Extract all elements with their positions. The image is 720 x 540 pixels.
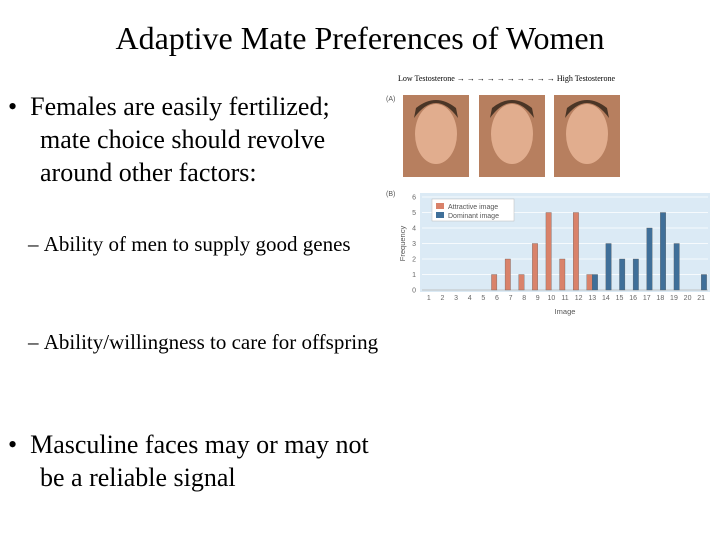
face [415, 104, 457, 164]
x-axis-label: Image [555, 307, 576, 316]
face-photos [403, 95, 620, 177]
x-tick-label: 15 [616, 295, 624, 302]
bar [592, 274, 598, 291]
sub-bullet-text: Ability/willingness to care for offsprin… [43, 330, 379, 354]
bullet-text: Females are easily fertilized; mate choi… [30, 92, 330, 187]
slide-title: Adaptive Mate Preferences of Women [115, 20, 605, 56]
face [566, 104, 608, 164]
x-tick-label: 17 [643, 295, 651, 302]
x-tick-label: 1 [427, 295, 431, 302]
x-tick-label: 10 [547, 295, 555, 302]
bar [605, 243, 612, 291]
sub-bullet: – Ability of men to supply good genes [28, 232, 351, 256]
y-tick-label: 0 [412, 288, 416, 295]
x-tick-label: 19 [670, 295, 678, 302]
legend-label: Attractive image [448, 204, 498, 211]
x-tick-label: 16 [629, 295, 637, 302]
x-tick-label: 2 [440, 295, 444, 302]
y-tick-label: 1 [412, 272, 416, 279]
y-tick-label: 2 [412, 257, 416, 264]
bar [660, 212, 666, 291]
y-tick-label: 6 [412, 195, 416, 202]
bar [559, 258, 566, 291]
x-tick-label: 14 [602, 295, 610, 302]
x-tick-label: 6 [495, 295, 499, 302]
x-tick-label: 3 [454, 295, 458, 302]
sub-bullet: – Ability/willingness to care for offspr… [28, 330, 379, 354]
bar [518, 274, 525, 291]
bullet-text: Masculine faces may or may not be a reli… [30, 430, 369, 492]
legend-label: Dominant image [448, 213, 499, 220]
panel-label: (A) [386, 96, 395, 103]
x-tick-label: 4 [468, 295, 472, 302]
x-tick-label: 9 [536, 295, 540, 302]
x-tick-label: 13 [588, 295, 596, 302]
bar [532, 243, 538, 291]
legend-swatch [436, 203, 444, 209]
y-tick-label: 4 [412, 226, 416, 233]
x-tick-label: 20 [684, 295, 692, 302]
x-tick-label: 8 [522, 295, 526, 302]
x-tick-label: 5 [481, 295, 485, 302]
y-tick-label: 3 [412, 241, 416, 248]
sub-bullet-text: Ability of men to supply good genes [43, 232, 351, 256]
bar [701, 274, 707, 291]
hair [414, 100, 458, 118]
legend-swatch [436, 212, 444, 218]
bar [491, 274, 498, 291]
x-tick-label: 21 [697, 295, 705, 302]
hair [565, 100, 609, 118]
face [491, 104, 533, 164]
bar [573, 212, 579, 291]
bar [504, 258, 511, 291]
hair [490, 100, 534, 118]
bar [545, 212, 552, 291]
bullet: • Masculine faces may or may not be a re… [8, 430, 369, 492]
bar [632, 258, 639, 291]
x-tick-label: 11 [561, 295, 568, 302]
bullet: • Females are easily fertilized; mate ch… [8, 92, 330, 187]
legend-box [431, 198, 515, 222]
bar [673, 243, 680, 291]
x-tick-label: 18 [656, 295, 664, 302]
x-tick-label: 7 [509, 295, 513, 302]
bar [586, 274, 593, 291]
x-tick-label: 12 [575, 295, 583, 302]
y-tick-label: 5 [412, 210, 416, 217]
bar [619, 258, 626, 291]
figure-caption: Low Testosterone → → → → → → → → → → Hig… [398, 74, 616, 83]
bar [646, 227, 653, 291]
y-axis-label: Frequency [398, 226, 407, 262]
panel-label: (B) [386, 191, 395, 198]
